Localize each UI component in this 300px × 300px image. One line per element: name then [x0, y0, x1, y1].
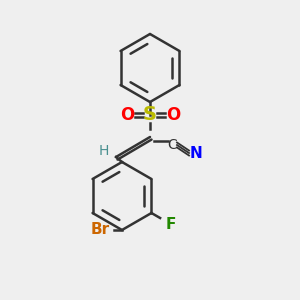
- Text: S: S: [143, 106, 157, 124]
- Text: N: N: [190, 146, 202, 160]
- Text: O: O: [120, 106, 134, 124]
- Text: C: C: [167, 138, 177, 152]
- Text: Br: Br: [90, 223, 110, 238]
- Text: F: F: [165, 217, 176, 232]
- Text: H: H: [99, 144, 109, 158]
- Text: O: O: [166, 106, 180, 124]
